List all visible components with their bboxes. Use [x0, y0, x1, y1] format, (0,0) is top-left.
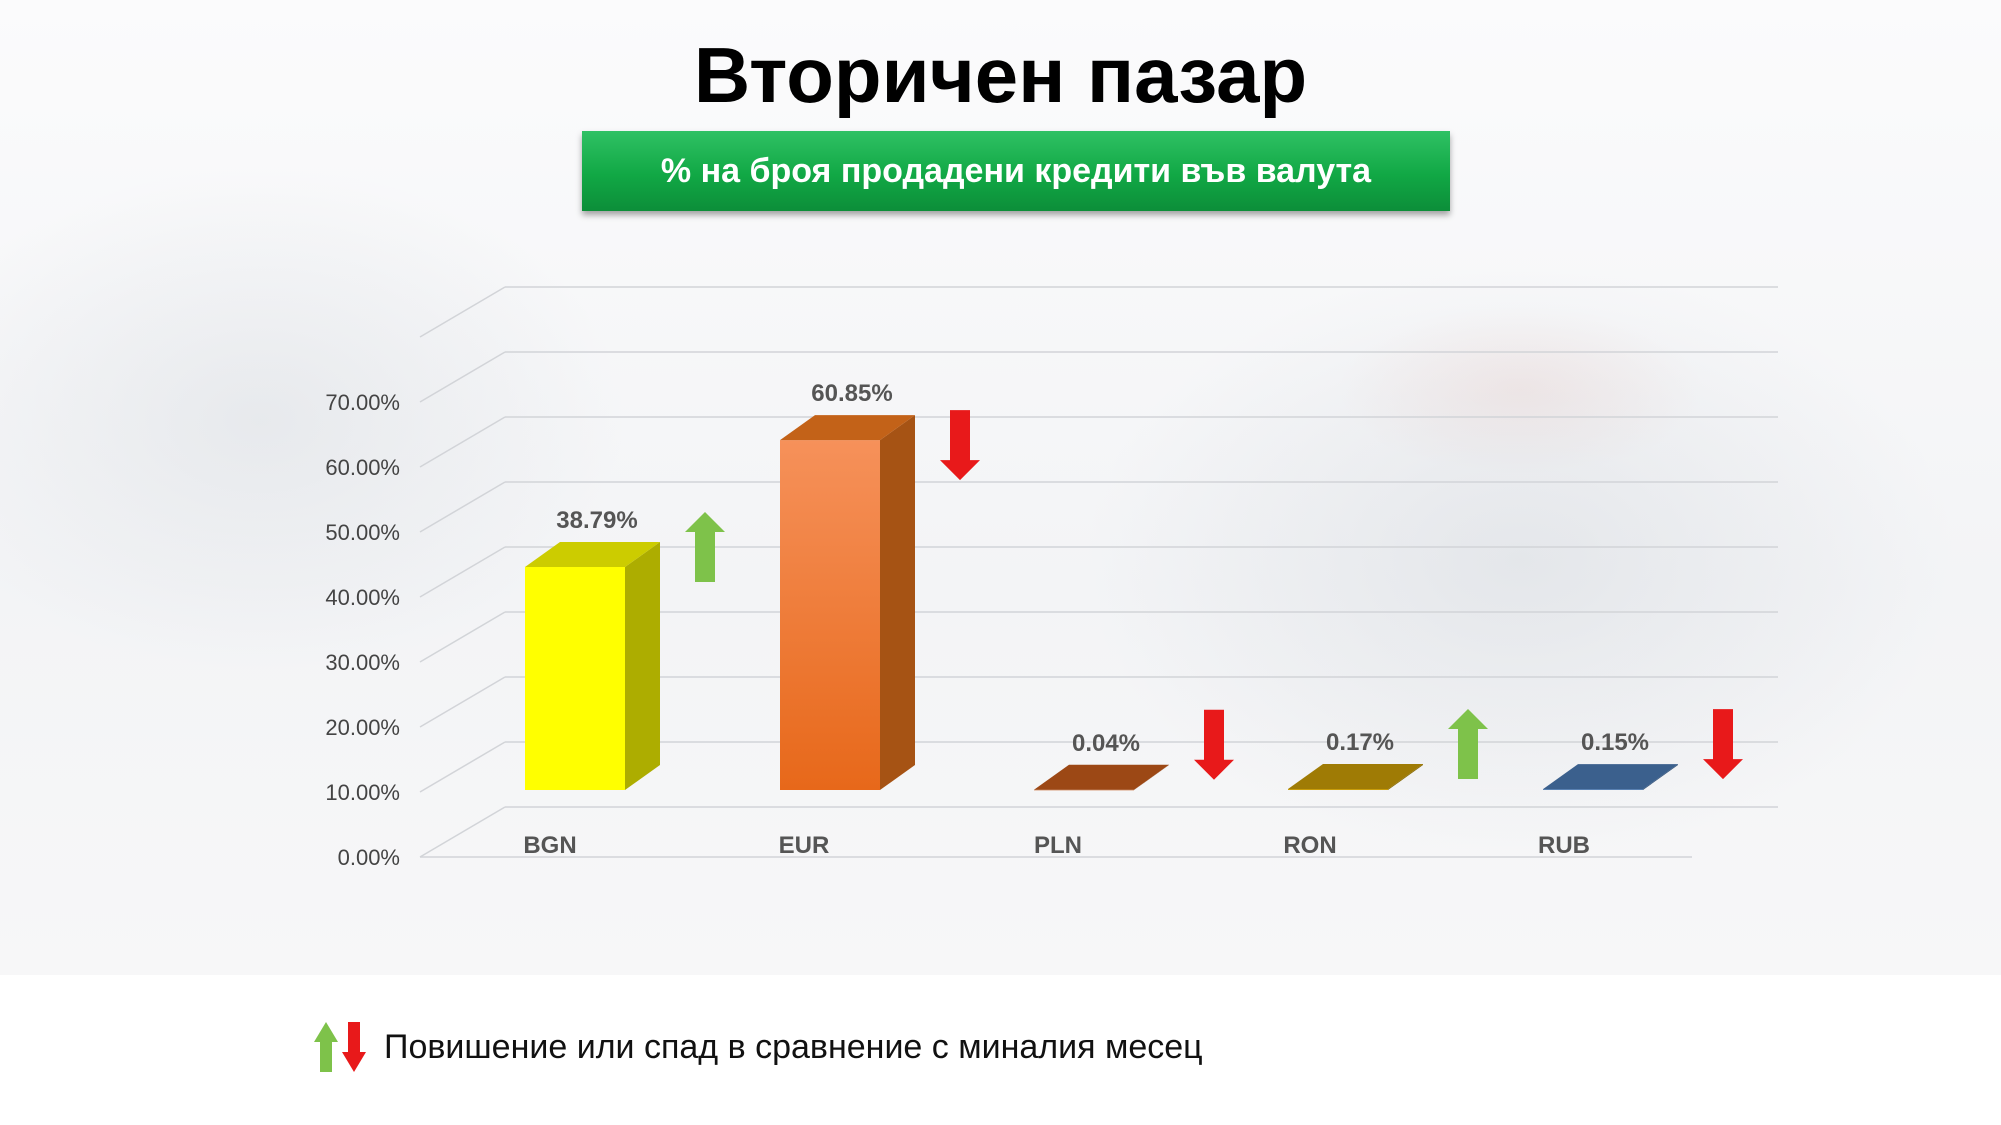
- bar-bgn: [525, 566, 625, 790]
- y-tick-label: 30.00%: [325, 650, 400, 675]
- y-tick-label: 40.00%: [325, 585, 400, 610]
- bar-side-pln: [1134, 764, 1169, 790]
- y-tick-label: 20.00%: [325, 715, 400, 740]
- x-tick-label: BGN: [523, 832, 576, 859]
- bar-top-ron: [1288, 764, 1423, 790]
- x-tick-label: RON: [1283, 832, 1336, 859]
- gridline-side: [419, 806, 506, 858]
- legend-text: Повишение или спад в сравнение с миналия…: [384, 1027, 1203, 1066]
- bar-top-pln: [1034, 764, 1169, 790]
- bar-rub: [1543, 789, 1643, 790]
- gridline-side: [419, 416, 506, 468]
- data-label: 60.85%: [811, 380, 892, 407]
- bar-side-rub: [1643, 764, 1678, 790]
- x-tick-label: PLN: [1034, 832, 1082, 859]
- y-tick-label: 60.00%: [325, 455, 400, 480]
- trend-up-arrow: [1448, 709, 1488, 780]
- data-label: 0.04%: [1072, 730, 1140, 757]
- bar-side-ron: [1388, 764, 1423, 790]
- bar-top-eur: [780, 415, 915, 441]
- gridline-side: [419, 481, 506, 533]
- page-title: Вторичен пазар: [693, 31, 1308, 119]
- gridline-side: [419, 286, 506, 338]
- x-tick-label: EUR: [779, 832, 830, 859]
- trend-down-arrow: [1194, 709, 1234, 780]
- x-tick-label: RUB: [1538, 832, 1590, 859]
- bar-top-rub: [1543, 764, 1678, 790]
- bar-pln: [1034, 789, 1134, 791]
- y-tick-label: 10.00%: [325, 780, 400, 805]
- gridline-side: [419, 676, 506, 728]
- trend-down-arrow: [1703, 709, 1743, 780]
- bar-eur: [780, 440, 880, 790]
- gridline-side: [419, 351, 506, 403]
- bar-ron: [1288, 789, 1388, 790]
- up-down-arrows-icon: [314, 1022, 366, 1072]
- y-tick-label: 70.00%: [325, 390, 400, 415]
- gridline-side: [419, 546, 506, 598]
- data-label: 0.17%: [1326, 729, 1394, 756]
- y-tick-label: 50.00%: [325, 520, 400, 545]
- bar-side-bgn: [625, 541, 660, 790]
- legend: Повишение или спад в сравнение с миналия…: [312, 1020, 1203, 1074]
- subtitle-banner: % на броя продадени кредити във валута: [582, 131, 1450, 211]
- data-label: 38.79%: [556, 507, 637, 534]
- data-label: 0.15%: [1581, 729, 1649, 756]
- y-tick-label: 0.00%: [338, 845, 400, 870]
- trend-up-arrow: [685, 511, 725, 582]
- bar-top-bgn: [525, 541, 660, 567]
- trend-down-arrow: [940, 410, 980, 481]
- bar-side-eur: [880, 415, 915, 790]
- bar-chart: 0.00% 10.00% 20.00% 30.00% 40.00% 50.00% 60.00…: [325, 286, 1778, 870]
- gridline-side: [419, 611, 506, 663]
- gridline-side: [419, 741, 506, 793]
